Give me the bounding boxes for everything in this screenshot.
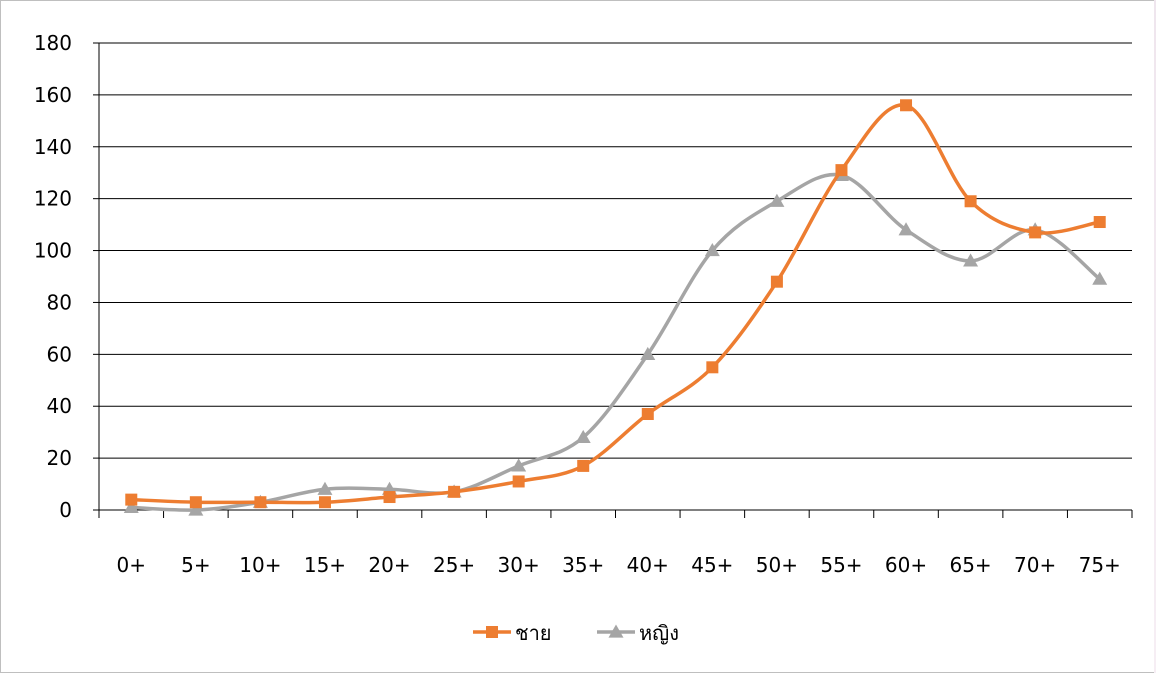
y-tick-label: 120: [34, 187, 72, 211]
y-tick-label: 60: [47, 342, 72, 366]
x-tick-label: 25+: [433, 553, 475, 577]
legend-label: ชาย: [515, 621, 552, 645]
legend-swatch-marker: [608, 624, 624, 638]
series-1-point: [254, 496, 267, 509]
legend-label: หญิง: [639, 621, 679, 645]
x-tick-label: 65+: [949, 553, 991, 577]
x-tick-label: 5+: [181, 553, 210, 577]
x-axis-tick-labels: 0+ 5+ 10+ 15+ 20+ 25+ 30+ 35+ 40+ 45+ 50+ 55+ 60+ 65+…: [117, 553, 1121, 577]
series-2-point: [769, 193, 785, 207]
x-tick-label: 20+: [368, 553, 410, 577]
x-tick-label: 40+: [627, 553, 669, 577]
series-2-point: [317, 481, 333, 495]
series-1-point: [189, 496, 202, 509]
series-1-point: [383, 491, 396, 504]
x-tick-label: 30+: [498, 553, 540, 577]
series-2-point: [123, 499, 139, 514]
series-1-point: [1093, 216, 1106, 229]
y-tick-label: 100: [34, 239, 72, 263]
series-1-point: [577, 459, 590, 472]
x-tick-label: 10+: [239, 553, 281, 577]
series-2-point: [640, 346, 656, 360]
series-2-point: [963, 253, 979, 267]
series-1-point: [448, 485, 461, 498]
y-tick-label: 140: [34, 135, 72, 159]
series-2-point: [898, 222, 914, 236]
y-tick-label: 40: [47, 394, 72, 418]
y-tick-label: 180: [34, 31, 72, 55]
x-tick-label: 45+: [691, 553, 733, 577]
series-2-point: [1092, 271, 1108, 285]
x-tick-label: 0+: [117, 553, 146, 577]
x-tick-label: 35+: [562, 553, 604, 577]
x-tick-label: 15+: [304, 553, 346, 577]
axes: [93, 42, 1133, 518]
x-tick-label: 55+: [820, 553, 862, 577]
series-1-point: [900, 99, 913, 112]
legend-swatch-marker: [486, 626, 498, 638]
series-1-point: [835, 164, 848, 177]
legend: ชาย หญิง: [473, 621, 679, 645]
x-tick-label: 75+: [1079, 553, 1121, 577]
y-tick-label: 80: [47, 290, 72, 314]
series-2-point: [575, 429, 591, 443]
gridlines: [99, 42, 1132, 459]
series-2-point: [188, 502, 204, 516]
series-group: [123, 99, 1108, 516]
series-1: [125, 99, 1106, 509]
series-1-point: [641, 408, 654, 421]
series-1-point: [318, 496, 331, 509]
y-tick-label: 20: [47, 446, 72, 470]
series-2-point: [704, 243, 720, 257]
legend-item-series-1: ชาย: [473, 621, 552, 645]
legend-item-series-2: หญิง: [597, 621, 679, 645]
x-tick-label: 70+: [1014, 553, 1056, 577]
series-2-line: [129, 172, 1102, 512]
window-edge: [1154, 0, 1156, 673]
series-1-point: [125, 493, 138, 506]
y-tick-label: 0: [59, 498, 72, 522]
y-tick-label: 160: [34, 83, 72, 107]
series-2-point: [511, 458, 527, 472]
series-1-point: [770, 275, 783, 288]
series-1-point: [706, 361, 719, 374]
series-1-point: [512, 475, 525, 488]
y-axis-tick-labels: 0 20 40 60 80 100 120 140 160 180: [34, 31, 72, 522]
x-tick-label: 50+: [756, 553, 798, 577]
series-1-line: [129, 103, 1102, 505]
x-tick-label: 60+: [885, 553, 927, 577]
series-1-point: [1029, 226, 1042, 239]
series-2: [123, 167, 1108, 516]
series-1-point: [964, 195, 977, 208]
